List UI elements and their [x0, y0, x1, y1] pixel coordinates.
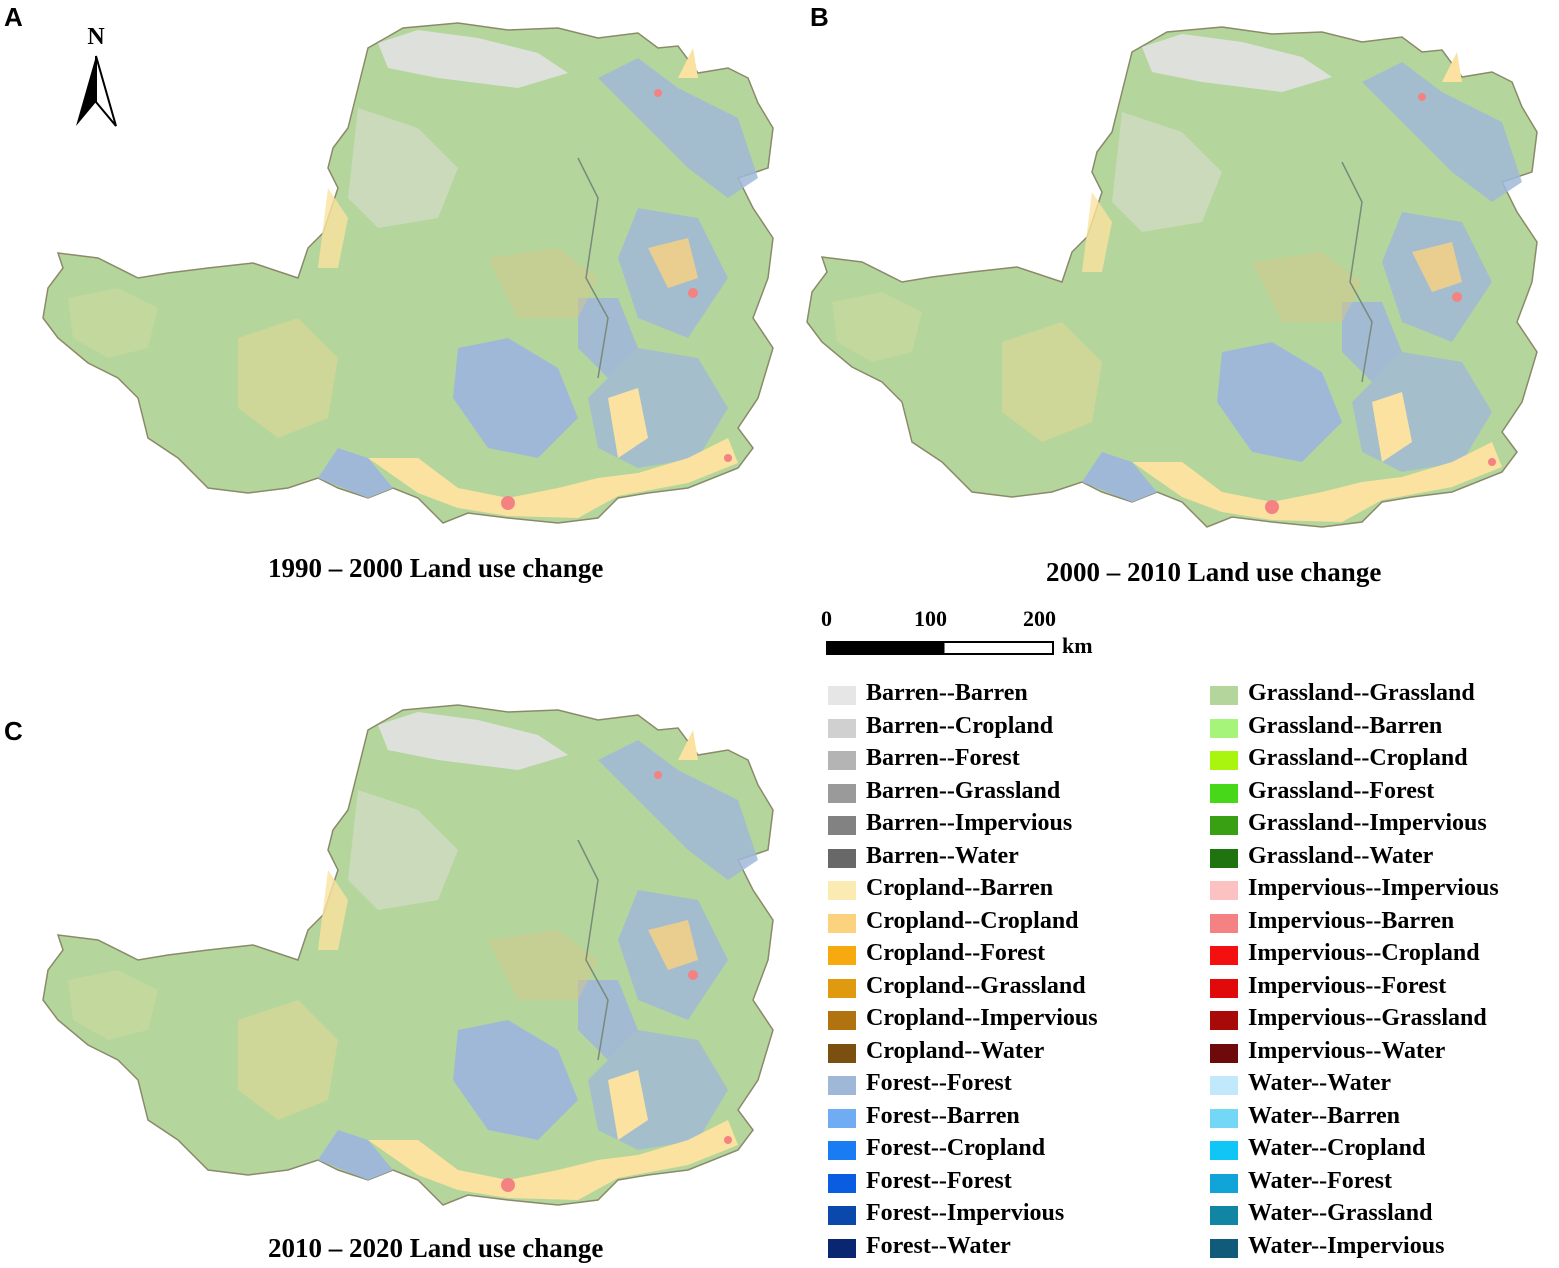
- legend-swatch: [1210, 1108, 1238, 1128]
- legend-swatch: [828, 1173, 856, 1193]
- legend-swatch: [828, 783, 856, 803]
- legend-label: Water--Barren: [1248, 1102, 1400, 1129]
- legend-label: Water--Grassland: [1248, 1200, 1433, 1226]
- panel-letter-b: B: [810, 2, 829, 32]
- scale-unit: km: [1062, 633, 1093, 658]
- north-label: N: [87, 24, 105, 50]
- panel-letter-c: C: [4, 716, 23, 746]
- legend-swatch: [1210, 816, 1238, 835]
- legend-label: Cropland--Cropland: [866, 907, 1079, 934]
- legend-swatch: [1210, 686, 1238, 705]
- legend-label: Cropland--Impervious: [866, 1005, 1098, 1031]
- legend-label: Forest--Forest: [866, 1167, 1012, 1194]
- legend-label: Grassland--Barren: [1248, 712, 1443, 739]
- panel-letter-a: A: [4, 2, 23, 32]
- map-panel-b: [806, 26, 1538, 528]
- legend-label: Impervious--Grassland: [1248, 1005, 1487, 1031]
- scale-bar: 0 100 200 km: [818, 606, 1118, 666]
- legend-label: Barren--Grassland: [866, 777, 1061, 804]
- legend-label: Cropland--Forest: [866, 940, 1046, 966]
- legend-label: Grassland--Water: [1248, 842, 1434, 869]
- legend-label: Impervious--Cropland: [1248, 940, 1480, 966]
- legend-swatch: [828, 913, 856, 933]
- map-panel-a: [42, 22, 774, 524]
- legend-label: Impervious--Water: [1248, 1037, 1446, 1064]
- legend-label: Water--Water: [1248, 1070, 1392, 1096]
- legend-swatch: [828, 1238, 856, 1258]
- legend-swatch: [828, 1141, 856, 1160]
- legend-label: Barren--Forest: [866, 745, 1020, 771]
- legend-label: Cropland--Water: [866, 1037, 1045, 1064]
- legend-swatch: [1210, 1206, 1238, 1225]
- scale-tick-100: 100: [914, 606, 947, 631]
- legend-swatch: [828, 718, 856, 738]
- legend-swatch: [1210, 1043, 1238, 1063]
- scale-tick-0: 0: [821, 606, 832, 631]
- legend-swatch: [828, 816, 856, 835]
- legend-swatch: [828, 881, 856, 900]
- legend-swatch: [1210, 783, 1238, 803]
- legend-label: Cropland--Barren: [866, 875, 1054, 901]
- legend-label: Impervious--Forest: [1248, 972, 1447, 999]
- region-map-c: [42, 704, 774, 1206]
- legend-label: Water--Cropland: [1248, 1135, 1426, 1161]
- legend-label: Grassland--Forest: [1248, 777, 1435, 804]
- legend-swatch: [1210, 978, 1238, 998]
- legend-swatch: [828, 1108, 856, 1128]
- legend-swatch: [828, 1043, 856, 1063]
- legend-swatch: [1210, 751, 1238, 770]
- legend-label: Barren--Barren: [866, 680, 1028, 706]
- legend-swatch: [1210, 848, 1238, 868]
- legend-swatch: [1210, 1141, 1238, 1160]
- legend-swatch: [828, 946, 856, 965]
- caption-b: 2000 – 2010 Land use change: [1046, 557, 1382, 587]
- legend-swatch: [828, 978, 856, 998]
- legend-swatch: [1210, 1238, 1238, 1258]
- scale-bar-graphic: [826, 641, 1054, 655]
- legend-label: Barren--Water: [866, 842, 1019, 869]
- legend-label: Impervious--Impervious: [1248, 875, 1499, 901]
- legend-label: Impervious--Barren: [1248, 907, 1455, 934]
- legend-swatch: [1210, 1076, 1238, 1095]
- legend-swatch: [828, 1206, 856, 1225]
- legend-label: Water--Forest: [1248, 1167, 1392, 1194]
- legend-swatch: [828, 848, 856, 868]
- legend-label: Forest--Impervious: [866, 1200, 1065, 1226]
- legend-label: Forest--Forest: [866, 1070, 1012, 1096]
- legend-swatch: [1210, 1173, 1238, 1193]
- caption-a: 1990 – 2000 Land use change: [268, 553, 604, 583]
- legend-label: Grassland--Grassland: [1248, 680, 1475, 706]
- legend-label: Forest--Water: [866, 1232, 1011, 1259]
- north-arrow-icon: N: [76, 24, 117, 127]
- legend-label: Grassland--Impervious: [1248, 810, 1487, 836]
- legend-label: Water--Impervious: [1248, 1232, 1445, 1259]
- legend-swatch: [1210, 946, 1238, 965]
- legend-label: Barren--Cropland: [866, 712, 1054, 739]
- legend-label: Barren--Impervious: [866, 810, 1073, 836]
- legend-swatch: [1210, 718, 1238, 738]
- legend-swatch: [828, 1011, 856, 1030]
- legend-label: Cropland--Grassland: [866, 972, 1086, 999]
- region-map-b: [806, 26, 1538, 528]
- legend-swatch: [828, 686, 856, 705]
- legend-swatch: [1210, 1011, 1238, 1030]
- scale-tick-200: 200: [1023, 606, 1056, 631]
- legend-label: Forest--Barren: [866, 1102, 1020, 1129]
- legend-swatch: [1210, 913, 1238, 933]
- map-panel-c: [42, 704, 774, 1206]
- legend-swatch: [1210, 881, 1238, 900]
- legend-swatch: [828, 751, 856, 770]
- legend-label: Forest--Cropland: [866, 1135, 1046, 1161]
- region-map-a: [42, 22, 774, 524]
- legend-swatch: [828, 1076, 856, 1095]
- legend-label: Grassland--Cropland: [1248, 745, 1468, 771]
- caption-c: 2010 – 2020 Land use change: [268, 1233, 604, 1263]
